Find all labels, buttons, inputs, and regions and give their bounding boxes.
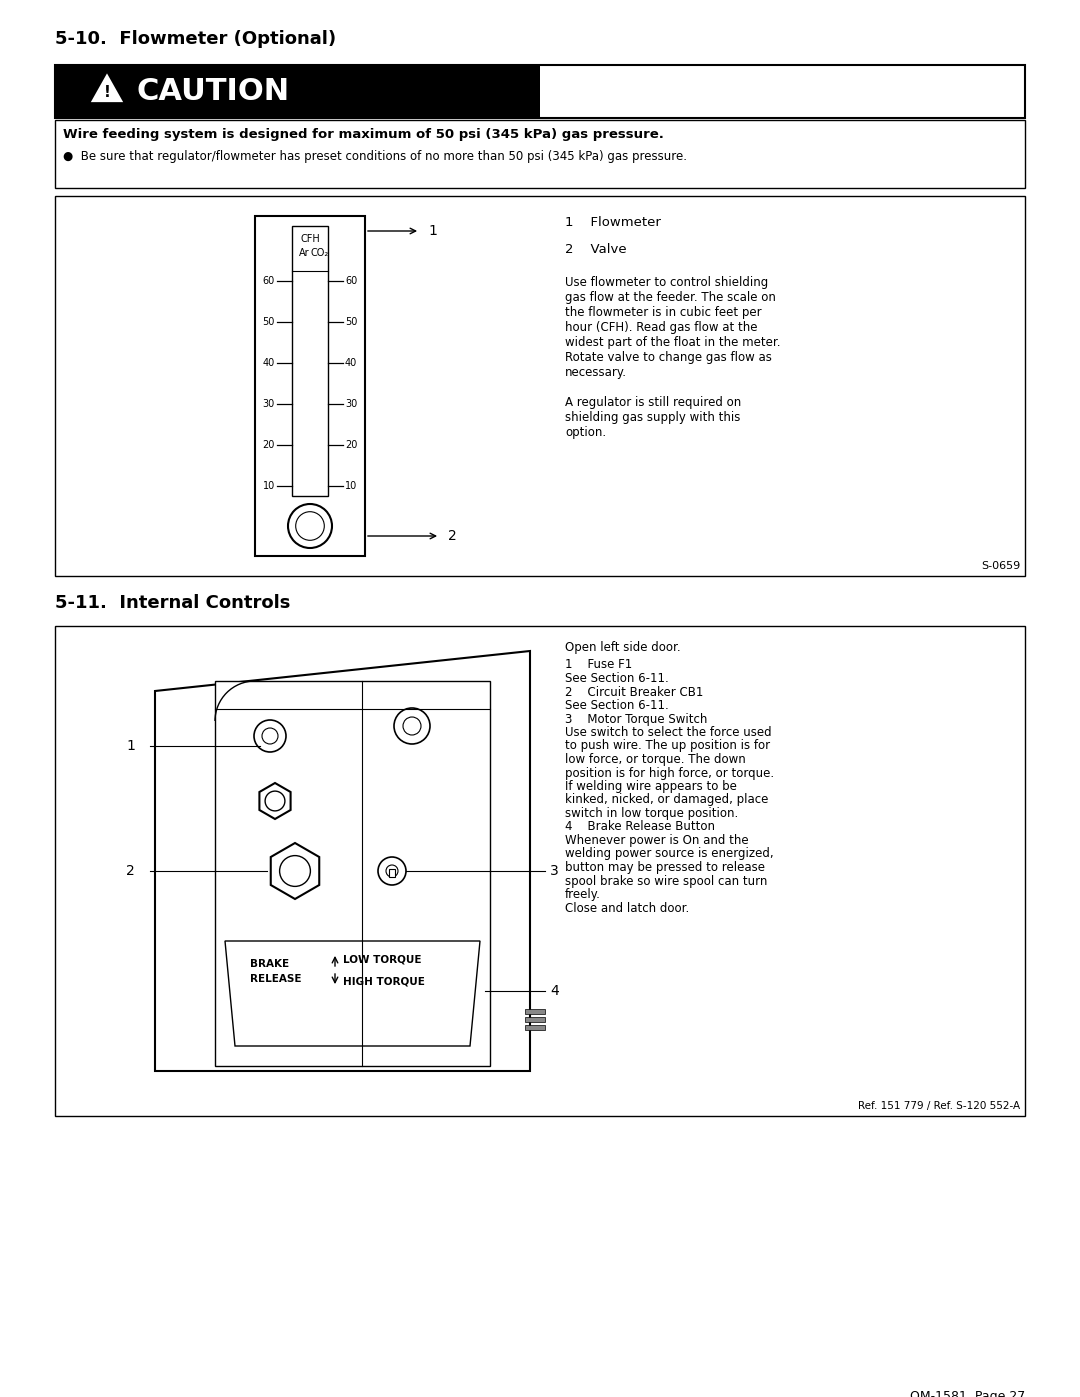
Bar	[55, 196, 1025, 576]
Bar	[215, 680, 490, 1066]
Circle shape	[280, 855, 310, 887]
Bar	[55, 66, 540, 117]
Text: Whenever power is On and the: Whenever power is On and the	[565, 834, 748, 847]
Text: 1: 1	[428, 224, 437, 237]
Text: See Section 6-11.: See Section 6-11.	[565, 672, 669, 685]
Polygon shape	[271, 842, 320, 900]
Circle shape	[254, 719, 286, 752]
Text: A regulator is still required on: A regulator is still required on	[565, 395, 741, 409]
Text: welding power source is energized,: welding power source is energized,	[565, 848, 773, 861]
Text: 3: 3	[550, 863, 558, 877]
Text: CO₂: CO₂	[311, 249, 329, 258]
Text: 1    Flowmeter: 1 Flowmeter	[565, 217, 661, 229]
Text: Ar: Ar	[299, 249, 309, 258]
Text: 20: 20	[345, 440, 357, 450]
Text: 2: 2	[126, 863, 135, 877]
Circle shape	[296, 511, 324, 541]
Text: Rotate valve to change gas flow as: Rotate valve to change gas flow as	[565, 351, 772, 365]
Polygon shape	[259, 782, 291, 819]
Circle shape	[262, 728, 278, 745]
Text: Wire feeding system is designed for maximum of 50 psi (345 kPa) gas pressure.: Wire feeding system is designed for maxi…	[63, 129, 664, 141]
Text: Ref. 151 779 / Ref. S-120 552-A: Ref. 151 779 / Ref. S-120 552-A	[858, 1101, 1020, 1111]
Text: 10: 10	[345, 481, 357, 490]
Text: 40: 40	[262, 358, 275, 367]
Text: 3    Motor Torque Switch: 3 Motor Torque Switch	[565, 712, 707, 725]
Text: Open left side door.: Open left side door.	[565, 641, 680, 654]
Bar	[525, 1009, 545, 1014]
Circle shape	[378, 856, 406, 886]
Text: S-0659: S-0659	[981, 562, 1020, 571]
Text: widest part of the float in the meter.: widest part of the float in the meter.	[565, 337, 781, 349]
Text: 60: 60	[262, 277, 275, 286]
Text: !: !	[104, 85, 110, 101]
Text: 20: 20	[262, 440, 275, 450]
Bar	[525, 1017, 545, 1023]
Text: 5-10.  Flowmeter (Optional): 5-10. Flowmeter (Optional)	[55, 29, 336, 47]
Text: to push wire. The up position is for: to push wire. The up position is for	[565, 739, 770, 753]
Text: 1    Fuse F1: 1 Fuse F1	[565, 658, 632, 672]
Text: freely.: freely.	[565, 888, 600, 901]
Text: 2    Circuit Breaker CB1: 2 Circuit Breaker CB1	[565, 686, 703, 698]
Bar	[540, 66, 1025, 117]
Text: shielding gas supply with this: shielding gas supply with this	[565, 411, 741, 425]
Circle shape	[386, 865, 399, 877]
Bar	[55, 626, 1025, 1116]
Text: switch in low torque position.: switch in low torque position.	[565, 807, 739, 820]
Text: 2: 2	[448, 529, 457, 543]
Text: Close and latch door.: Close and latch door.	[565, 901, 689, 915]
Text: 30: 30	[262, 400, 275, 409]
Text: 4    Brake Release Button: 4 Brake Release Button	[565, 820, 715, 834]
Text: 60: 60	[345, 277, 357, 286]
Circle shape	[394, 708, 430, 745]
Text: 50: 50	[262, 317, 275, 327]
Text: LOW TORQUE: LOW TORQUE	[343, 954, 421, 964]
Bar	[525, 1025, 545, 1030]
Text: CAUTION: CAUTION	[137, 77, 291, 106]
Text: 50: 50	[345, 317, 357, 327]
Text: 10: 10	[262, 481, 275, 490]
Text: hour (CFH). Read gas flow at the: hour (CFH). Read gas flow at the	[565, 321, 757, 334]
Text: low force, or torque. The down: low force, or torque. The down	[565, 753, 746, 766]
Text: OM-1581  Page 27: OM-1581 Page 27	[909, 1390, 1025, 1397]
Polygon shape	[156, 651, 530, 1071]
Polygon shape	[225, 942, 480, 1046]
Circle shape	[265, 791, 285, 810]
Text: gas flow at the feeder. The scale on: gas flow at the feeder. The scale on	[565, 291, 775, 305]
Bar	[255, 217, 365, 556]
Text: 1: 1	[126, 739, 135, 753]
Text: position is for high force, or torque.: position is for high force, or torque.	[565, 767, 774, 780]
Bar	[389, 869, 395, 877]
Text: 30: 30	[345, 400, 357, 409]
Circle shape	[403, 717, 421, 735]
Text: If welding wire appears to be: If welding wire appears to be	[565, 780, 737, 793]
Text: RELEASE: RELEASE	[249, 974, 301, 983]
Text: kinked, nicked, or damaged, place: kinked, nicked, or damaged, place	[565, 793, 768, 806]
Text: 2    Valve: 2 Valve	[565, 243, 626, 256]
Text: 4: 4	[550, 983, 558, 997]
Text: 40: 40	[345, 358, 357, 367]
Bar	[55, 120, 1025, 189]
Text: BRAKE: BRAKE	[249, 958, 289, 970]
Text: Use flowmeter to control shielding: Use flowmeter to control shielding	[565, 277, 768, 289]
Text: Use switch to select the force used: Use switch to select the force used	[565, 726, 771, 739]
Text: HIGH TORQUE: HIGH TORQUE	[343, 977, 424, 986]
Text: CFH: CFH	[300, 235, 320, 244]
Bar	[55, 66, 1025, 117]
Polygon shape	[93, 75, 121, 101]
Text: spool brake so wire spool can turn: spool brake so wire spool can turn	[565, 875, 768, 887]
Text: the flowmeter is in cubic feet per: the flowmeter is in cubic feet per	[565, 306, 761, 319]
Text: 5-11.  Internal Controls: 5-11. Internal Controls	[55, 594, 291, 612]
Text: option.: option.	[565, 426, 606, 439]
Circle shape	[288, 504, 332, 548]
Text: button may be pressed to release: button may be pressed to release	[565, 861, 765, 875]
Text: necessary.: necessary.	[565, 366, 627, 379]
Bar	[292, 226, 328, 496]
Text: ●  Be sure that regulator/flowmeter has preset conditions of no more than 50 psi: ● Be sure that regulator/flowmeter has p…	[63, 149, 687, 163]
Text: See Section 6-11.: See Section 6-11.	[565, 698, 669, 712]
